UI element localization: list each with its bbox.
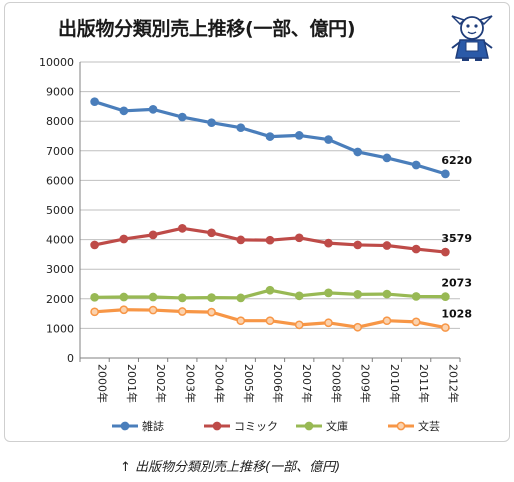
data-label: 6220 — [441, 154, 472, 167]
chart-title: 出版物分類別売上推移(一部、億円) — [58, 18, 356, 40]
x-tick-label: 2011年 — [417, 364, 431, 403]
series-lines — [90, 97, 450, 332]
x-tick-label: 2012年 — [446, 364, 460, 403]
axes: 0 1000 2000 3000 4000 5000 6000 7000 8000 9000 100… — [39, 56, 461, 403]
data-point — [90, 292, 99, 302]
data-point — [411, 160, 421, 170]
x-tick-label: 2009年 — [359, 364, 373, 403]
data-point — [294, 233, 304, 243]
data-point — [177, 224, 187, 233]
data-point — [411, 244, 421, 254]
data-point — [382, 241, 392, 250]
data-point — [90, 240, 99, 250]
data-point — [353, 240, 363, 250]
data-point — [441, 169, 450, 179]
y-tick-label: 8000 — [46, 115, 74, 128]
data-point — [441, 323, 450, 332]
data-label: 2073 — [441, 277, 472, 290]
data-point — [148, 105, 158, 114]
data-point — [353, 147, 363, 157]
data-point — [294, 320, 304, 330]
y-tick-label: 0 — [67, 352, 74, 365]
x-tick-label: 2008年 — [329, 364, 343, 403]
x-tick-label: 2000年 — [96, 364, 110, 403]
y-tick-label: 4000 — [46, 234, 74, 247]
data-point — [441, 292, 450, 301]
x-tick-label: 2001年 — [125, 364, 139, 403]
data-point — [90, 97, 99, 107]
data-point — [411, 317, 421, 327]
legend-swatch-marker — [396, 421, 406, 431]
data-point — [324, 135, 333, 144]
data-point — [207, 118, 216, 128]
data-point — [353, 290, 363, 299]
y-tick-label: 10000 — [39, 56, 74, 69]
data-point — [265, 132, 275, 141]
data-point — [119, 292, 129, 302]
data-point — [148, 305, 158, 315]
y-tick-label: 5000 — [46, 204, 74, 217]
data-point — [382, 316, 392, 326]
data-point — [177, 293, 187, 303]
data-point — [353, 322, 363, 332]
data-label: 3579 — [441, 232, 472, 245]
grid-lines — [80, 61, 460, 359]
data-point — [236, 293, 246, 303]
data-point — [177, 112, 187, 122]
data-point — [441, 247, 450, 257]
data-point — [294, 291, 304, 301]
data-point — [236, 123, 246, 133]
data-point — [148, 230, 158, 240]
y-tick-label: 2000 — [46, 293, 74, 306]
data-point — [411, 292, 421, 301]
y-tick-label: 1000 — [46, 322, 74, 335]
data-point — [324, 238, 333, 248]
legend-label: コミック — [234, 420, 278, 433]
legend-swatch-marker — [120, 421, 130, 431]
data-point — [119, 234, 129, 244]
chart-frame — [4, 2, 510, 442]
y-tick-label: 6000 — [46, 174, 74, 187]
data-point — [265, 316, 275, 326]
legend-swatch-marker — [212, 421, 222, 431]
legend-label: 文芸 — [418, 419, 440, 433]
legend: 雑誌 コミック 文庫 文芸 — [112, 419, 440, 433]
chart-plot: 0 1000 2000 3000 4000 5000 6000 7000 8000 9000 100… — [39, 56, 472, 433]
data-label: 1028 — [441, 308, 472, 321]
legend-swatch-marker — [304, 421, 314, 431]
legend-label: 文庫 — [326, 419, 348, 433]
data-point — [324, 318, 333, 328]
x-tick-label: 2003年 — [183, 364, 197, 403]
data-point — [207, 228, 216, 238]
x-tick-label: 2004年 — [213, 364, 227, 403]
x-tick-label: 2002年 — [154, 364, 168, 403]
data-point — [119, 305, 129, 315]
data-point — [382, 153, 392, 163]
data-point — [236, 316, 246, 326]
data-point — [207, 307, 216, 317]
data-point — [324, 288, 333, 298]
x-tick-label: 2005年 — [242, 364, 256, 403]
data-point — [294, 131, 304, 140]
data-point — [236, 235, 246, 245]
x-tick-label: 2006年 — [271, 364, 285, 403]
data-point — [382, 289, 392, 299]
mascot-illustration — [451, 15, 493, 61]
data-point — [177, 307, 187, 316]
data-point — [119, 106, 129, 116]
y-tick-label: 3000 — [46, 263, 74, 276]
y-tick-label: 7000 — [46, 145, 74, 158]
data-point — [265, 285, 275, 295]
figure-caption: ↑ 出版物分類別売上推移(一部、億円) — [120, 460, 341, 475]
x-tick-label: 2010年 — [388, 364, 402, 403]
data-point — [207, 293, 216, 302]
data-labels: 6220 3579 2073 1028 — [441, 154, 472, 321]
data-point — [265, 235, 275, 245]
legend-label: 雑誌 — [142, 419, 164, 433]
y-tick-label: 9000 — [46, 86, 74, 99]
data-point — [148, 292, 158, 302]
data-point — [90, 307, 99, 317]
x-tick-label: 2007年 — [300, 364, 314, 403]
